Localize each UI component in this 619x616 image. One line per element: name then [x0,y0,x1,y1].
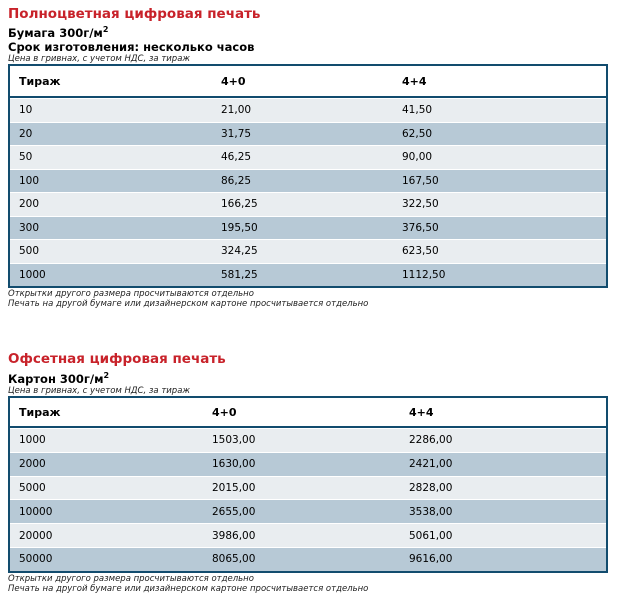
cell-price-4-0: 1503,00 [203,428,400,452]
paper-spec: Бумага 300г/м2 [8,25,608,41]
cell-price-4-0: 21,00 [212,98,393,122]
cell-price-4-4: 41,50 [393,98,606,122]
footnote-size: Открытки другого размера просчитываются … [8,289,254,299]
cell-price-4-4: 3538,00 [400,499,606,524]
cell-quantity: 20000 [10,523,203,547]
column-header-quantity: Тираж [10,398,203,428]
cell-quantity: 10000 [10,499,203,524]
paper-spec-text: Бумага 300г/м [8,26,103,40]
cell-quantity: 200 [10,192,212,216]
cell-price-4-4: 2421,00 [400,451,606,476]
cell-price-4-0: 195,50 [212,215,393,239]
paper-spec-sup: 2 [103,371,110,380]
cell-quantity: 5000 [10,475,203,500]
table-row: 300 195,50 376,50 [10,215,606,239]
cell-quantity: 50 [10,145,212,169]
cell-quantity: 300 [10,215,212,239]
price-note: Цена в гривнах, с учетом НДС, за тираж [8,386,191,396]
table-row: 500 324,25 623,50 [10,239,606,263]
footnote-paper: Печать на другой бумаге или дизайнерском… [8,299,369,309]
cell-price-4-4: 2286,00 [400,428,606,452]
column-header-4-4: 4+4 [393,66,606,98]
price-note: Цена в гривнах, с учетом НДС, за тираж [8,54,191,64]
cell-price-4-0: 2015,00 [203,475,400,500]
cell-price-4-0: 324,25 [212,239,393,263]
cell-price-4-4: 62,50 [393,121,606,145]
production-time: Срок изготовления: несколько часов [8,40,255,54]
cell-quantity: 100 [10,168,212,192]
cell-price-4-4: 9616,00 [400,546,606,571]
cell-price-4-0: 2655,00 [203,499,400,524]
column-header-4-0: 4+0 [203,398,400,428]
cell-quantity: 1000 [10,262,212,286]
footnotes: Открытки другого размера просчитываются … [8,574,608,594]
paper-spec-text: Картон 300г/м [8,372,104,386]
table-row: 1000 1503,00 2286,00 [10,428,606,452]
cell-price-4-0: 86,25 [212,168,393,192]
table-row: 5000 2015,00 2828,00 [10,475,606,500]
cell-quantity: 1000 [10,428,203,452]
table-row: 1000 581,25 1112,50 [10,262,606,286]
paper-spec-sup: 2 [102,25,109,34]
cell-price-4-0: 166,25 [212,192,393,216]
cell-quantity: 2000 [10,451,203,476]
cell-price-4-4: 322,50 [393,192,606,216]
table-header-row: Тираж 4+0 4+4 [10,66,606,98]
cell-quantity: 500 [10,239,212,263]
cell-price-4-4: 167,50 [393,168,606,192]
table-row: 20 31,75 62,50 [10,121,606,145]
cell-price-4-0: 31,75 [212,121,393,145]
section-title: Полноцветная цифровая печать [8,6,261,22]
table-row: 50 46,25 90,00 [10,145,606,169]
cell-price-4-4: 2828,00 [400,475,606,500]
cell-quantity: 20 [10,121,212,145]
price-table: Тираж 4+0 4+4 10 21,00 41,50 20 31,75 62,50 … [8,64,608,288]
offset-print-section: Офсетная цифровая печать Картон 300г/м2 … [8,350,608,594]
column-header-4-4: 4+4 [400,398,606,428]
footnote-paper: Печать на другой бумаге или дизайнерском… [8,583,369,594]
table-row: 100 86,25 167,50 [10,168,606,192]
cell-quantity: 50000 [10,546,203,571]
table-row: 10 21,00 41,50 [10,98,606,122]
cell-quantity: 10 [10,98,212,122]
full-color-print-section: Полноцветная цифровая печать Бумага 300г… [8,5,608,309]
cell-price-4-0: 1630,00 [203,451,400,476]
section-title: Офсетная цифровая печать [8,351,226,367]
column-header-quantity: Тираж [10,66,212,98]
cell-price-4-4: 90,00 [393,145,606,169]
footnote-size: Открытки другого размера просчитываются … [8,573,254,584]
price-table: Тираж 4+0 4+4 1000 1503,00 2286,00 2000 163… [8,396,608,573]
paper-spec: Картон 300г/м2 [8,371,608,387]
cell-price-4-4: 623,50 [393,239,606,263]
cell-price-4-0: 3986,00 [203,523,400,547]
cell-price-4-0: 46,25 [212,145,393,169]
table-row: 200 166,25 322,50 [10,192,606,216]
cell-price-4-0: 581,25 [212,262,393,286]
table-header-row: Тираж 4+0 4+4 [10,398,606,428]
footnotes: Открытки другого размера просчитываются … [8,289,608,309]
cell-price-4-4: 5061,00 [400,523,606,547]
table-row: 50000 8065,00 9616,00 [10,546,606,571]
cell-price-4-0: 8065,00 [203,546,400,571]
table-row: 20000 3986,00 5061,00 [10,523,606,547]
cell-price-4-4: 1112,50 [393,262,606,286]
cell-price-4-4: 376,50 [393,215,606,239]
table-row: 2000 1630,00 2421,00 [10,451,606,476]
column-header-4-0: 4+0 [212,66,393,98]
table-row: 10000 2655,00 3538,00 [10,499,606,524]
